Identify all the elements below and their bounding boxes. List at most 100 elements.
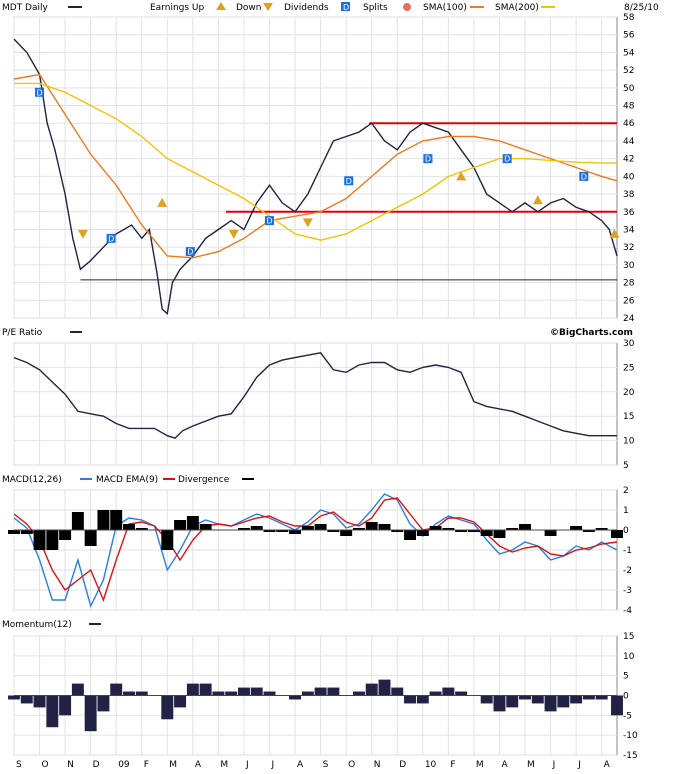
bar-divergence [199, 524, 212, 530]
x-tick-label: N [67, 760, 74, 770]
y-tick-label: 36 [623, 208, 635, 218]
bar-momentum [416, 695, 429, 704]
bar-divergence [174, 520, 187, 530]
dividend-marker [423, 154, 433, 164]
bar-divergence [301, 526, 314, 530]
bar-divergence [289, 530, 302, 534]
dividend-marker-label: D [346, 177, 352, 186]
bar-divergence [582, 530, 595, 532]
symbol-label: MDT Daily [2, 3, 49, 13]
bar-divergence [519, 524, 531, 530]
y-tick-label: 48 [623, 102, 635, 112]
bar-divergence [327, 530, 340, 532]
bar-divergence [467, 530, 480, 532]
bar-momentum [8, 695, 20, 700]
y-tick-label: 15 [623, 632, 634, 642]
dividend-marker-label: D [37, 88, 43, 97]
bar-divergence [595, 528, 608, 530]
bar-divergence [570, 526, 583, 530]
y-tick-label: 15 [623, 412, 634, 422]
panel-0: 24 26 28 30 32 34 36 38 40 42 44 46 48 50 52 54 56 58 D D D D… [13, 13, 635, 324]
x-tick-label: A [604, 760, 611, 770]
momentum-panel-title: Momentum(12) [2, 620, 72, 630]
bar-divergence [352, 528, 365, 530]
y-tick-label: 5 [623, 672, 629, 682]
bar-momentum [174, 695, 187, 708]
y-tick-label: 0 [623, 692, 629, 702]
bar-momentum [582, 695, 595, 700]
bar-momentum [212, 691, 225, 696]
dividend-marker-label: D [581, 172, 587, 181]
x-tick-label: O [348, 760, 355, 770]
bar-divergence [20, 530, 33, 534]
bar-momentum [135, 691, 148, 696]
bar-divergence [84, 530, 97, 546]
panel-1: 5 10 15 20 25 30 [13, 339, 635, 471]
bar-divergence [544, 530, 557, 536]
panels: 242628303234363840424446485052545658DDDD… [8, 13, 638, 761]
legend-down: Down [236, 3, 262, 13]
y-tick-label: 10 [623, 437, 635, 447]
bar-momentum [506, 695, 519, 708]
y-tick-label: -4 [623, 606, 632, 616]
bar-momentum [480, 695, 493, 704]
source-credit: ©BigCharts.com [550, 328, 633, 338]
bar-momentum [455, 691, 468, 696]
x-tick-label: J [271, 760, 275, 770]
bar-divergence [46, 530, 59, 550]
bar-momentum [123, 691, 135, 696]
earnings-marker-up [532, 195, 543, 205]
legend-sma200: SMA(200) [495, 3, 539, 13]
bar-divergence [59, 530, 72, 540]
y-tick-label: 28 [623, 279, 635, 289]
y-tick-label: 30 [623, 339, 635, 349]
bar-divergence [71, 512, 84, 530]
bar-momentum [365, 683, 378, 696]
dividend-marker [265, 216, 275, 226]
divergence-legend: Divergence [178, 475, 230, 485]
y-tick-label: -5 [623, 711, 632, 721]
bar-momentum [20, 695, 33, 704]
panel-frame [13, 342, 618, 466]
bar-divergence [250, 526, 263, 530]
y-tick-label: 0 [623, 526, 629, 536]
bar-divergence [237, 528, 250, 530]
x-axis: S O N D 09 F M A M J J A S O N D 10 F M A M J J A [16, 760, 611, 770]
earnings-down-icon [263, 3, 273, 11]
y-tick-label: 56 [623, 31, 635, 41]
y-tick-label: 26 [623, 296, 635, 306]
x-tick-label: N [374, 760, 381, 770]
earnings-marker-down [228, 229, 239, 239]
bar-momentum [493, 695, 506, 712]
bar-momentum [531, 695, 544, 704]
panel-frame [13, 16, 618, 319]
dividend-icon [341, 2, 350, 11]
y-tick-label: 10 [623, 652, 635, 662]
x-tick-label: F [450, 760, 455, 770]
x-tick-label: M [476, 760, 484, 770]
bar-momentum [161, 695, 174, 720]
bar-momentum [250, 687, 263, 696]
dividend-marker [579, 171, 589, 181]
x-tick-label: M [169, 760, 177, 770]
bar-momentum [225, 691, 238, 696]
y-tick-label: 50 [623, 84, 635, 94]
bar-divergence [611, 530, 623, 538]
bar-divergence [455, 530, 468, 532]
chart-date: 8/25/10 [624, 3, 659, 13]
panel-2: -4 -3 -2 -1 0 1 2 [8, 486, 632, 616]
bar-momentum [404, 695, 417, 704]
earnings-marker-up [609, 228, 620, 238]
bar-momentum [199, 683, 212, 696]
bar-momentum [237, 687, 250, 696]
header-legend: MDT Daily Earnings Up Down Dividends D S… [2, 2, 659, 13]
bar-divergence [263, 530, 276, 532]
bar-momentum [186, 683, 199, 696]
bar-divergence [161, 530, 174, 550]
bar-momentum [391, 687, 404, 696]
bar-momentum [289, 695, 302, 700]
bar-momentum [352, 691, 365, 696]
bar-momentum [544, 695, 557, 712]
series-macd_ema [13, 497, 618, 603]
